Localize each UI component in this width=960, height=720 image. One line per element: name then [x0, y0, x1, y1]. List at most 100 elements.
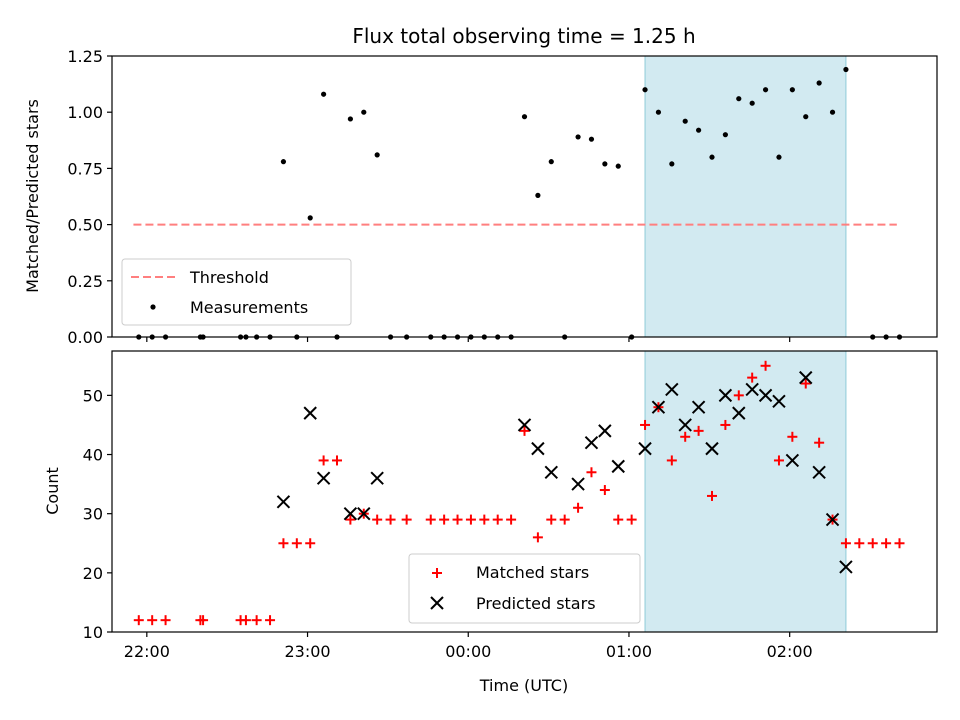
x-tick-label: 22:00	[124, 642, 170, 661]
matched-star-marker	[773, 455, 784, 466]
matched-star-marker	[133, 615, 144, 626]
y-tick-label: 1.00	[67, 103, 103, 122]
matched-star-marker	[385, 514, 396, 525]
matched-star-marker	[559, 514, 570, 525]
y-tick-label: 50	[83, 386, 103, 405]
matched-star-marker	[867, 538, 878, 549]
top-y-ticks: 0.00 0.25 0.50 0.75 1.00 1.25	[67, 47, 112, 347]
measurement-point	[843, 66, 849, 73]
top-y-axis-title: Matched/Predicted stars	[23, 99, 42, 293]
predicted-star-marker	[772, 394, 786, 408]
bottom-plot-frame	[111, 350, 938, 633]
matched-star-marker	[800, 378, 811, 389]
matched-star-marker	[626, 514, 637, 525]
x-tick-label: 00:00	[445, 642, 491, 661]
observing-window-band	[644, 55, 847, 338]
predicted-star-marker	[825, 512, 840, 527]
matched-star-marker	[760, 360, 771, 371]
predicted-star-marker	[544, 465, 558, 479]
predicted-star-marker	[303, 406, 317, 420]
legend-measurements-label: Measurements	[190, 298, 308, 317]
predicted-star-marker	[584, 435, 599, 450]
observing-window-rect	[644, 350, 847, 633]
y-tick-label: 0.75	[67, 159, 103, 178]
predicted-star-marker	[678, 418, 692, 432]
measurement-point	[749, 100, 755, 106]
predicted-star-marker	[531, 441, 545, 456]
matched-star-marker	[198, 615, 209, 626]
matched-star-marker	[613, 514, 624, 525]
predicted-star-marker	[812, 465, 826, 479]
bottom-legend-frame	[408, 553, 641, 624]
predicted-star-marker	[839, 560, 853, 574]
matched-star-marker	[573, 502, 584, 513]
predicted-star-marker	[370, 471, 384, 485]
matched-star-marker	[680, 431, 691, 442]
observing-window-band-bottom	[644, 350, 847, 633]
measurement-point	[374, 152, 380, 158]
top-panel: Flux total observing time = 1.25 h 0.000…	[23, 24, 938, 347]
bottom-legend: Matched stars Predicted stars	[408, 553, 641, 624]
measurement-point	[696, 127, 702, 133]
measurement-point	[789, 87, 795, 93]
measurement-point	[321, 91, 327, 97]
matched-star-marker	[439, 514, 450, 525]
bottom-panel: 10 20 30 40 50 22:00 23:00 00:00 01:00 02:00 Cou…	[43, 350, 938, 695]
matched-star-marker	[160, 615, 171, 626]
predicted-star-marker	[799, 370, 813, 385]
matched-star-marker	[733, 390, 744, 401]
matched-star-marker	[666, 455, 677, 466]
predicted-star-marker	[665, 382, 679, 397]
chart-title: Flux total observing time = 1.25 h	[352, 24, 695, 48]
matched-star-marker	[240, 615, 251, 626]
top-legend-frame	[121, 258, 352, 326]
measurement-point	[669, 161, 675, 167]
matched-star-marker	[894, 538, 905, 549]
matched-star-marker	[278, 538, 289, 549]
measurement-point	[776, 154, 782, 160]
predicted-star-marker	[785, 453, 800, 468]
x-tick-label: 02:00	[767, 642, 813, 661]
x-tick-label: 23:00	[284, 642, 330, 661]
matched-star-marker	[814, 437, 825, 448]
measurement-point	[709, 154, 715, 160]
predicted-star-marker	[611, 459, 625, 474]
predicted-star-marker	[691, 400, 706, 414]
predicted-star-marker	[357, 506, 371, 521]
measurement-point	[588, 136, 595, 142]
measurement-point	[682, 118, 688, 124]
x-axis-title: Time (UTC)	[479, 676, 568, 695]
measurement-point	[307, 215, 313, 221]
measurement-point	[347, 116, 353, 122]
measurement-point	[803, 114, 809, 120]
y-tick-label: 10	[83, 623, 103, 642]
top-plot-frame	[111, 55, 938, 338]
legend-matched-swatch	[432, 568, 442, 578]
matched-star-marker	[693, 425, 704, 436]
matched-star-marker	[401, 514, 412, 525]
measurement-point	[816, 80, 822, 86]
matched-star-marker	[452, 514, 463, 525]
y-tick-label: 0.50	[67, 216, 103, 235]
predicted-star-marker	[705, 441, 719, 456]
legend-matched-label: Matched stars	[476, 563, 589, 582]
matched-star-marker	[599, 485, 610, 496]
top-legend: Threshold Measurements	[121, 258, 352, 326]
y-tick-label: 20	[83, 564, 103, 583]
bottom-y-axis-title: Count	[43, 467, 62, 515]
measurement-point	[642, 87, 648, 93]
matched-star-marker	[519, 425, 530, 436]
predicted-star-marker	[758, 388, 773, 403]
measurement-point	[829, 109, 836, 115]
measurement-point	[762, 87, 769, 93]
matched-star-marker	[305, 538, 316, 549]
matched-star-marker	[425, 514, 436, 525]
matched-star-marker	[532, 532, 543, 543]
matched-star-marker	[265, 615, 276, 626]
matched-star-marker	[318, 455, 329, 466]
x-tick-label: 01:00	[606, 642, 652, 661]
legend-threshold-label: Threshold	[189, 268, 269, 287]
measurement-point	[602, 161, 608, 167]
count-points	[133, 360, 905, 626]
legend-measurements-swatch	[150, 304, 156, 310]
